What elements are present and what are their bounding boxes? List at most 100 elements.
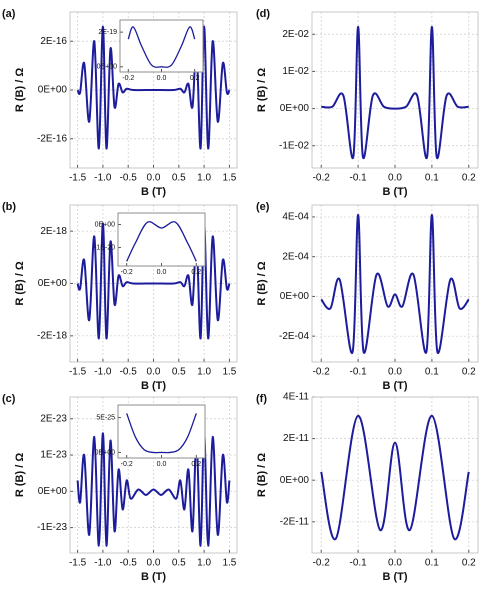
y-tick-label: 0E+00 <box>280 475 310 486</box>
x-tick-label: -0.2 <box>121 269 133 276</box>
x-tick-label: 0.0 <box>388 173 402 184</box>
panel-label: (c) <box>2 393 16 405</box>
y-tick-label: -1E-20 <box>94 244 115 251</box>
plot-frame <box>119 19 204 73</box>
x-tick-label: -1.0 <box>94 558 112 569</box>
x-tick-label: 0.5 <box>172 367 186 378</box>
y-tick-label: 0E+00 <box>280 291 310 302</box>
x-tick-label: 0.0 <box>147 173 161 184</box>
x-tick-label: -0.1 <box>349 173 367 184</box>
x-tick-label: -0.2 <box>122 75 134 82</box>
plot-frame <box>69 396 238 554</box>
x-tick-label: -0.2 <box>313 173 331 184</box>
data-line <box>126 221 197 262</box>
y-tick-label: 0E+00 <box>38 85 68 96</box>
y-tick-label: -2E-04 <box>279 331 309 342</box>
x-tick-label: -1.0 <box>94 173 112 184</box>
x-tick-label: 0.5 <box>172 558 186 569</box>
panel-label: (b) <box>2 201 16 213</box>
x-tick-label: 0.2 <box>190 75 200 82</box>
x-tick-label: -0.2 <box>313 558 331 569</box>
x-tick-label: 0.0 <box>388 367 402 378</box>
data-line <box>126 413 197 454</box>
x-tick-label: 0.0 <box>157 75 167 82</box>
y-tick-label: 0E+00 <box>97 64 118 71</box>
y-tick-label: 4E-11 <box>283 392 309 403</box>
data-line <box>320 414 470 541</box>
plot-frame <box>117 212 206 267</box>
x-tick-label: 1.5 <box>222 173 236 184</box>
x-tick-label: 1.5 <box>222 558 236 569</box>
plot-frame <box>311 396 479 554</box>
y-tick-label: 5E-25 <box>96 414 115 421</box>
panel-label: (a) <box>2 8 16 20</box>
x-tick-label: 0.1 <box>425 367 439 378</box>
y-tick-label: -2E-11 <box>280 516 310 527</box>
y-tick-label: 0E+00 <box>38 486 68 497</box>
y-tick-label: -1E-23 <box>37 522 67 533</box>
plot-frame <box>311 204 479 363</box>
y-axis-label: R (B) / Ω <box>256 453 268 497</box>
x-axis-label: B (T) <box>382 380 407 392</box>
x-tick-label: -0.2 <box>313 367 331 378</box>
y-tick-label: 2E-02 <box>282 29 309 40</box>
y-tick-label: 0E+00 <box>280 103 310 114</box>
x-axis-label: B (T) <box>141 571 166 583</box>
x-tick-label: 0.2 <box>462 367 476 378</box>
x-tick-label: 0.0 <box>147 558 161 569</box>
plot-frame <box>117 404 206 459</box>
plot-frame <box>69 11 238 169</box>
y-axis-label: R (B) / Ω <box>14 261 26 305</box>
y-tick-label: 2E-18 <box>40 226 67 237</box>
x-tick-label: 0.2 <box>191 461 201 468</box>
y-tick-label: 1E-23 <box>40 450 67 461</box>
x-tick-label: -0.5 <box>120 173 138 184</box>
x-tick-label: 0.1 <box>425 173 439 184</box>
x-tick-label: 0.2 <box>191 269 201 276</box>
x-tick-label: 1.0 <box>197 558 211 569</box>
x-tick-label: -0.1 <box>349 558 367 569</box>
y-axis-label: R (B) / Ω <box>256 68 268 112</box>
y-tick-label: -1E-02 <box>279 140 309 151</box>
x-tick-label: 0.0 <box>157 461 167 468</box>
x-tick-label: -1.5 <box>69 367 87 378</box>
data-line <box>127 26 196 68</box>
y-tick-label: 2E-11 <box>283 433 309 444</box>
y-tick-label: 0E+00 <box>38 278 68 289</box>
y-tick-label: 1E-02 <box>282 66 309 77</box>
x-tick-label: 0.2 <box>462 173 476 184</box>
x-tick-label: 0.5 <box>172 173 186 184</box>
y-tick-label: 0E+00 <box>95 221 116 228</box>
panel-label: (d) <box>256 8 270 20</box>
y-tick-label: -2E-16 <box>37 133 67 144</box>
plot-frame <box>311 11 479 169</box>
x-tick-label: -0.1 <box>349 367 367 378</box>
x-tick-label: 0.0 <box>388 558 402 569</box>
y-tick-label: 2E-19 <box>98 29 117 36</box>
x-tick-label: 0.0 <box>147 367 161 378</box>
x-tick-label: 1.0 <box>197 173 211 184</box>
y-axis-label: R (B) / Ω <box>256 261 268 305</box>
y-tick-label: 2E-04 <box>282 251 309 262</box>
x-axis-label: B (T) <box>141 186 166 198</box>
y-tick-label: -2E-18 <box>37 330 67 341</box>
x-axis-label: B (T) <box>382 186 407 198</box>
x-tick-label: 0.2 <box>462 558 476 569</box>
data-line <box>76 25 231 150</box>
x-tick-label: 1.0 <box>197 367 211 378</box>
y-tick-label: 0E+00 <box>95 449 116 456</box>
x-tick-label: 1.5 <box>222 367 236 378</box>
panel-label: (e) <box>256 201 270 213</box>
inset-background <box>117 404 206 459</box>
inset-background <box>117 212 206 267</box>
y-tick-label: 2E-23 <box>40 413 67 424</box>
x-tick-label: -1.0 <box>94 367 112 378</box>
data-line <box>321 25 469 160</box>
plot-frame <box>69 204 238 363</box>
y-axis-label: R (B) / Ω <box>14 68 26 112</box>
y-axis-label: R (B) / Ω <box>14 453 26 497</box>
x-tick-label: 0.1 <box>425 558 439 569</box>
x-tick-label: -1.5 <box>69 558 87 569</box>
x-tick-label: -0.2 <box>121 461 133 468</box>
